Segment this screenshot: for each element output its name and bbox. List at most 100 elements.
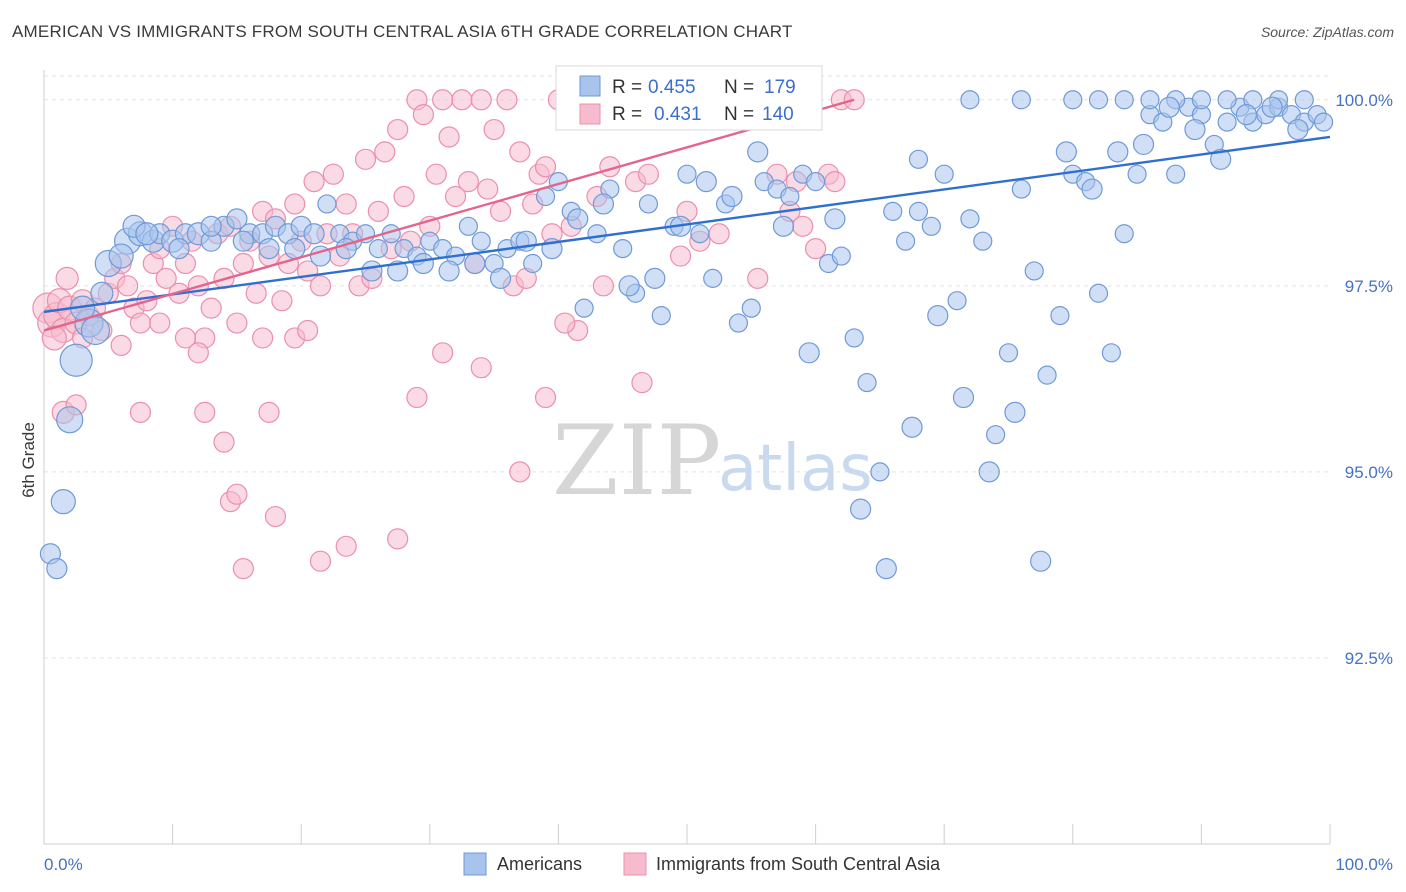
- americans-point-49: [638, 194, 659, 214]
- americans-point-57: [741, 298, 761, 318]
- axes: [43, 70, 1331, 845]
- americans-point-161: [1210, 148, 1232, 170]
- source-label: Source: ZipAtlas.com: [1260, 24, 1394, 40]
- americans-point-153: [1004, 401, 1026, 423]
- immigrants-point-121: [264, 505, 287, 528]
- immigrants-point-137: [747, 267, 769, 289]
- americans-point-103: [908, 149, 929, 169]
- immigrants-point-129: [470, 357, 492, 379]
- americans-point-94: [1217, 112, 1237, 132]
- americans-point-146: [824, 208, 846, 230]
- immigrants-point-66: [451, 89, 473, 111]
- immigrants-point-46: [322, 163, 344, 185]
- americans-point-54: [703, 268, 723, 288]
- americans-point-6: [80, 315, 111, 346]
- americans-point-131: [438, 260, 460, 282]
- americans-point-130: [412, 252, 434, 275]
- americans-point-122: [200, 215, 222, 237]
- immigrants-point-140: [41, 325, 67, 351]
- americans-point-128: [361, 260, 383, 282]
- immigrants-point-71: [483, 118, 505, 141]
- americans-point-163: [1261, 96, 1283, 118]
- americans-point-76: [986, 425, 1006, 445]
- americans-point-118: [108, 243, 134, 269]
- americans-point-72: [934, 164, 954, 184]
- immigrants-point-125: [335, 535, 357, 557]
- americans-point-75: [973, 231, 993, 251]
- immigrants-point-141: [55, 266, 79, 290]
- americans-point-68: [883, 201, 903, 222]
- americans-point-154: [1030, 550, 1052, 572]
- americans-point-125: [284, 238, 306, 260]
- immigrants-point-133: [592, 275, 615, 297]
- immigrants-point-54: [374, 141, 396, 163]
- immigrants-point-135: [669, 245, 692, 267]
- immigrants-point-127: [406, 386, 428, 409]
- americans-point-104: [960, 90, 980, 110]
- immigrants-point-62: [425, 163, 447, 185]
- americans-point-80: [1037, 365, 1057, 385]
- americans-point-47: [613, 239, 633, 259]
- americans-point-4: [59, 343, 93, 377]
- y-tick-label-0: 92.5%: [1345, 649, 1393, 668]
- americans-point-157: [1107, 141, 1129, 163]
- americans-point-143: [747, 141, 769, 163]
- americans-point-1: [46, 558, 68, 580]
- y-tick-label-3: 100.0%: [1335, 91, 1393, 110]
- americans-point-53: [690, 224, 710, 244]
- americans-point-137: [592, 193, 615, 215]
- immigrants-point-118: [232, 558, 254, 580]
- immigrants-point-134: [631, 371, 653, 394]
- americans-point-77: [998, 343, 1019, 363]
- trend-lines: [43, 98, 1331, 332]
- americans-point-148: [875, 558, 897, 580]
- americans-point-66: [857, 372, 877, 393]
- legend-n-label-blue: N =: [724, 77, 754, 98]
- watermark-atlas: atlas: [718, 432, 873, 506]
- immigrants-point-124: [309, 550, 332, 572]
- immigrants-point-64: [438, 126, 460, 148]
- americans-point-65: [844, 328, 864, 348]
- americans-point-144: [772, 215, 795, 237]
- x-tick-label-1: 100.0%: [1335, 855, 1393, 874]
- americans-point-117: [90, 281, 114, 305]
- immigrants-point-27: [200, 297, 222, 319]
- americans-point-132: [464, 252, 486, 275]
- immigrants-point-51: [354, 148, 377, 170]
- americans-point-24: [317, 194, 337, 214]
- americans-point-111: [1191, 90, 1212, 110]
- immigrants-point-114: [194, 401, 216, 423]
- americans-trend-line: [43, 135, 1331, 314]
- americans-point-156: [1081, 178, 1103, 200]
- watermark: ZIP atlas: [552, 405, 873, 517]
- americans-point-141: [695, 171, 717, 193]
- legend-r-label-pink: R =: [612, 104, 642, 125]
- immigrants-point-14: [116, 275, 139, 297]
- americans-point-106: [1063, 90, 1083, 110]
- americans-point-120: [135, 222, 159, 246]
- americans-point-155: [1055, 141, 1077, 163]
- americans-point-85: [1101, 343, 1121, 363]
- immigrants-point-70: [477, 178, 499, 200]
- americans-point-109: [1140, 90, 1160, 110]
- americans-point-124: [258, 238, 280, 260]
- americans-point-138: [618, 275, 640, 297]
- americans-point-81: [1050, 305, 1070, 326]
- immigrants-point-132: [554, 312, 576, 334]
- immigrants-point-79: [534, 156, 557, 178]
- americans-point-70: [908, 201, 929, 222]
- immigrants-point-72: [489, 200, 512, 223]
- immigrants-point-110: [129, 401, 152, 423]
- immigrants-point-57: [393, 185, 415, 208]
- immigrants-point-48: [335, 193, 357, 215]
- immigrants-point-69: [470, 89, 492, 111]
- americans-point-73: [947, 291, 967, 311]
- bottom-legend: Americans Immigrants from South Central …: [463, 852, 941, 876]
- immigrants-point-130: [509, 461, 531, 483]
- immigrants-point-119: [252, 327, 274, 349]
- americans-point-52: [677, 164, 697, 184]
- y-tick-labels: 92.5% 95.0% 97.5% 100.0%: [1335, 91, 1393, 668]
- americans-point-136: [567, 208, 589, 230]
- watermark-zip: ZIP: [552, 405, 721, 517]
